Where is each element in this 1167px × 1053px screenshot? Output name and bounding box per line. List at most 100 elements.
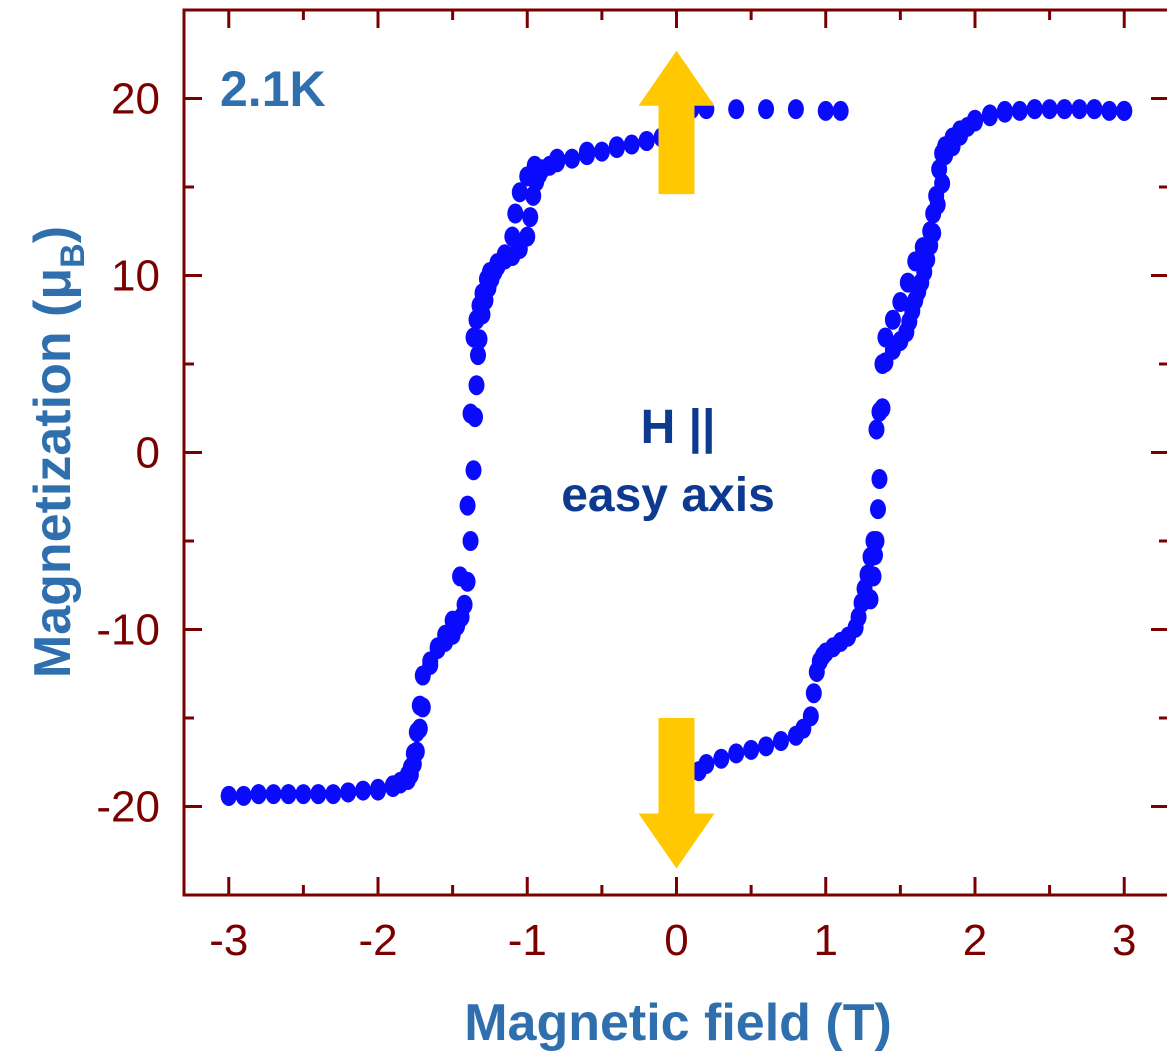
data-point (564, 148, 581, 169)
data-point (869, 499, 886, 520)
data-point (728, 743, 745, 764)
data-point (465, 460, 482, 481)
data-point (996, 102, 1013, 123)
data-point (459, 571, 476, 592)
direction-arrows (638, 50, 715, 869)
data-point (805, 683, 822, 704)
data-point (370, 778, 387, 799)
data-point (787, 99, 804, 120)
data-point (817, 100, 834, 121)
data-point (549, 152, 566, 173)
data-point (456, 594, 473, 615)
y-tick-label: 20 (111, 75, 160, 124)
data-point (462, 531, 479, 551)
y-tick-label: 0 (136, 429, 160, 478)
y-axis-title-main: Magnetization (μ (24, 268, 82, 678)
data-point (802, 706, 819, 727)
data-point (408, 741, 425, 762)
data-point (422, 654, 439, 675)
data-point (1026, 99, 1043, 120)
x-tick-label: 0 (664, 916, 688, 965)
data-point (310, 784, 327, 805)
y-axis-title-subscript: B (54, 243, 92, 268)
data-point (865, 531, 882, 551)
data-point (578, 145, 595, 166)
data-point (877, 327, 894, 348)
data-point (467, 407, 484, 428)
data-point (280, 784, 297, 805)
arrow-up (638, 50, 715, 195)
data-point (874, 354, 891, 374)
data-point (340, 782, 357, 803)
data-point (522, 207, 539, 228)
data-point (899, 272, 916, 293)
data-point (914, 237, 931, 258)
data-point (728, 99, 745, 120)
data-point (507, 203, 524, 224)
y-tick-label: -10 (96, 606, 160, 655)
data-point (713, 748, 730, 769)
data-point (519, 226, 536, 247)
data-point (468, 375, 485, 396)
data-point (235, 785, 252, 806)
data-point (925, 203, 942, 224)
data-point (832, 100, 849, 121)
data-point (892, 292, 909, 313)
arrow-down (638, 718, 715, 869)
data-point (871, 469, 888, 490)
x-axis-title: Magnetic field (T) (464, 994, 892, 1052)
data-point (922, 221, 939, 242)
data-point (265, 784, 282, 805)
data-point (1056, 99, 1073, 120)
axis-ticks (184, 8, 1167, 897)
data-point (871, 401, 888, 422)
y-tick-label: 10 (111, 252, 160, 301)
x-tick-label: 2 (963, 916, 987, 965)
data-point (511, 182, 528, 203)
data-point (295, 784, 312, 805)
data-point (868, 419, 885, 440)
data-point (608, 138, 625, 159)
data-point (593, 141, 610, 162)
x-tick-label: -2 (358, 916, 397, 965)
data-point (1041, 99, 1058, 120)
y-axis-title: Magnetization (μB) (24, 226, 92, 678)
data-point (981, 106, 998, 127)
data-point (907, 251, 924, 272)
data-point (758, 99, 775, 120)
data-point (250, 784, 267, 805)
orientation-label-line1: H || (641, 401, 716, 454)
data-point (862, 546, 879, 567)
data-point (411, 718, 428, 739)
data-point (1071, 99, 1088, 120)
x-tick-label: 3 (1112, 916, 1136, 965)
data-point (884, 309, 901, 330)
y-axis-title-close: ) (24, 226, 82, 243)
data-point (931, 159, 948, 180)
data-point (698, 754, 715, 775)
data-point (623, 134, 640, 155)
data-point (325, 784, 342, 805)
y-tick-label: -20 (96, 783, 160, 832)
data-point (638, 130, 655, 151)
data-point (1116, 100, 1133, 121)
temperature-label: 2.1K (220, 61, 326, 117)
data-point (220, 785, 237, 806)
data-point (928, 185, 945, 206)
data-point (470, 345, 487, 366)
data-point (952, 120, 969, 141)
data-point (459, 495, 476, 516)
orientation-label-line2: easy axis (561, 469, 775, 522)
x-tick-label: -1 (508, 916, 547, 965)
data-point (758, 736, 775, 757)
x-tick-label: 1 (814, 916, 838, 965)
data-point (859, 564, 876, 585)
data-point (1011, 100, 1028, 121)
x-tick-label: -3 (209, 916, 248, 965)
data-point (1086, 99, 1103, 120)
data-point (355, 780, 372, 801)
data-point (772, 731, 789, 752)
data-point (966, 111, 983, 132)
